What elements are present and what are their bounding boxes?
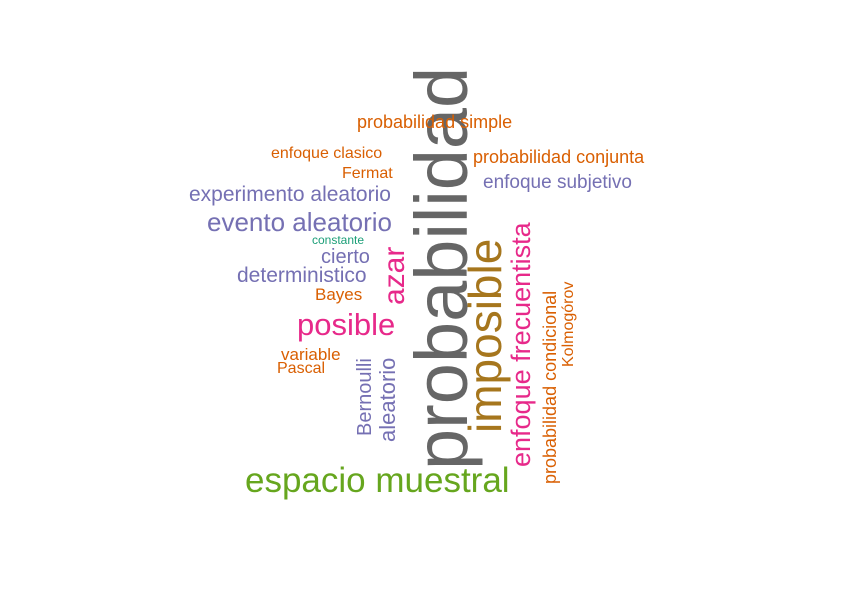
- word-espacio-muestral: espacio muestral: [245, 461, 510, 500]
- word-experimento-aleatorio: experimento aleatorio: [189, 183, 391, 206]
- word-cierto: cierto: [321, 246, 370, 268]
- word-deterministico: deterministico: [237, 264, 367, 287]
- word-probabilidad-conjunta: probabilidad conjunta: [473, 147, 645, 167]
- word-bernoulli: Bernoulli: [354, 358, 376, 436]
- word-variable: variable: [281, 345, 341, 364]
- word-enfoque-subjetivo: enfoque subjetivo: [483, 172, 632, 193]
- word-probabilidad-simple: probabilidad simple: [357, 112, 513, 132]
- word-imposible: imposible: [459, 238, 511, 433]
- word-constante: constante: [312, 233, 365, 247]
- word-bayes: Bayes: [315, 285, 363, 304]
- word-pascal: Pascal: [277, 360, 326, 377]
- word-posible: posible: [297, 307, 396, 342]
- word-probabilidad-condicional: probabilidad condicional: [540, 290, 560, 484]
- word-fermat: Fermat: [342, 165, 393, 182]
- word-enfoque-clasico: enfoque clasico: [271, 145, 383, 162]
- word-evento-aleatorio: evento aleatorio: [207, 207, 393, 237]
- word-azar: azar: [378, 246, 411, 305]
- word-kolmogorov: Kolmogórov: [560, 281, 577, 367]
- word-enfoque-frecuentista: enfoque frecuentista: [506, 222, 536, 467]
- word-aleatorio: aleatorio: [375, 357, 400, 442]
